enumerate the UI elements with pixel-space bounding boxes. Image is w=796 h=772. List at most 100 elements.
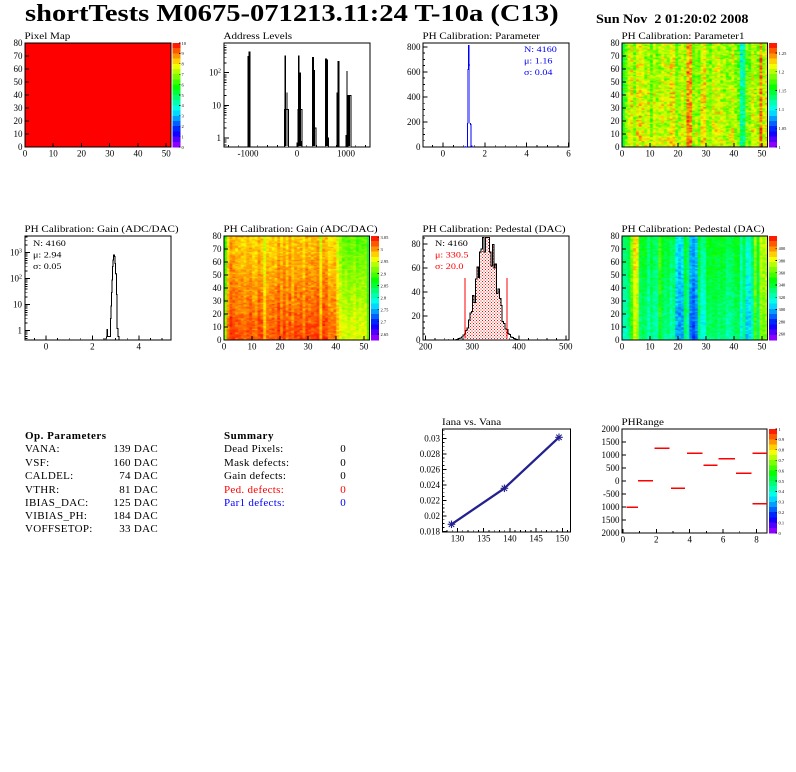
svg-text:0: 0 [222,342,227,352]
svg-text:10: 10 [611,129,621,139]
svg-text:20: 20 [14,116,24,126]
svg-text:PH Calibration: Gain (ADC/DAC): PH Calibration: Gain (ADC/DAC) [25,225,179,235]
svg-text:60: 60 [14,64,24,74]
svg-text:PHRange: PHRange [622,418,665,428]
svg-text:40: 40 [14,90,24,100]
svg-text:0: 0 [23,149,28,159]
svg-text:2.85: 2.85 [381,283,390,288]
svg-text:8: 8 [754,535,759,545]
svg-text:PH Calibration: Pedestal (DAC): PH Calibration: Pedestal (DAC) [423,225,566,235]
svg-text:0.4: 0.4 [779,489,785,494]
svg-text:10: 10 [645,342,655,352]
svg-text:60: 60 [412,263,422,273]
svg-text:2.95: 2.95 [381,259,390,264]
svg-text:μ: 330.5: μ: 330.5 [435,251,469,260]
svg-text:σ: 20.0: σ: 20.0 [435,263,464,272]
svg-text:150: 150 [556,534,570,544]
svg-text:Address Levels: Address Levels [224,32,293,42]
svg-text:50: 50 [757,342,767,352]
svg-text:60: 60 [213,257,223,267]
svg-text:-1000: -1000 [238,149,259,159]
svg-text:10: 10 [611,322,621,332]
svg-text:40: 40 [412,287,422,297]
svg-text:0.5: 0.5 [779,479,785,484]
svg-text:30: 30 [611,296,621,306]
svg-text:0: 0 [615,142,620,152]
svg-text:N: 4160: N: 4160 [33,240,66,249]
svg-text:1500: 1500 [602,515,621,525]
svg-text:70: 70 [213,244,223,254]
svg-text:N: 4160: N: 4160 [435,240,468,249]
svg-text:30: 30 [14,103,24,113]
svg-text:280: 280 [779,319,787,324]
svg-text:500: 500 [606,463,620,473]
svg-text:1500: 1500 [602,437,621,447]
svg-text:2.65: 2.65 [381,332,390,337]
svg-text:400: 400 [512,342,526,352]
svg-text:6: 6 [182,82,185,87]
svg-text:80: 80 [412,239,422,249]
svg-text:1.05: 1.05 [779,126,788,131]
svg-text:0.02: 0.02 [424,511,440,521]
svg-text:50: 50 [611,77,621,87]
svg-text:30: 30 [303,342,313,352]
svg-text:30: 30 [611,103,621,113]
svg-text:20: 20 [673,342,683,352]
svg-text:PH Calibration: Parameter: PH Calibration: Parameter [423,32,541,42]
svg-text:10: 10 [14,129,24,139]
svg-text:30: 30 [701,342,711,352]
svg-text:102: 102 [209,68,221,78]
svg-text:20: 20 [77,149,87,159]
svg-text:40: 40 [213,283,223,293]
svg-text:2: 2 [182,124,184,129]
svg-text:0: 0 [620,342,625,352]
svg-text:380: 380 [779,258,787,263]
svg-text:260: 260 [779,332,787,337]
svg-text:Iana vs. Vana: Iana vs. Vana [442,418,502,428]
svg-text:1: 1 [18,326,23,336]
svg-text:10: 10 [49,149,59,159]
svg-text:40: 40 [729,149,739,159]
svg-text:20: 20 [673,149,683,159]
svg-text:2000: 2000 [602,528,621,538]
svg-text:50: 50 [14,77,24,87]
svg-text:1: 1 [182,134,184,139]
svg-text:0: 0 [615,335,620,345]
svg-text:145: 145 [529,534,543,544]
svg-text:400: 400 [779,246,787,251]
svg-text:10: 10 [645,149,655,159]
svg-text:1.2: 1.2 [779,70,785,75]
svg-text:0: 0 [416,142,421,152]
svg-text:20: 20 [611,116,621,126]
svg-text:0.03: 0.03 [424,434,440,444]
svg-text:50: 50 [359,342,369,352]
svg-text:80: 80 [611,38,621,48]
svg-text:0: 0 [441,149,446,159]
svg-text:4: 4 [182,103,185,108]
svg-text:6: 6 [721,535,726,545]
svg-text:2.9: 2.9 [381,271,387,276]
svg-text:135: 135 [477,534,491,544]
svg-text:30: 30 [105,149,115,159]
svg-text:10: 10 [212,100,222,110]
svg-text:50: 50 [213,270,223,280]
svg-text:0.8: 0.8 [779,448,785,453]
svg-text:60: 60 [611,64,621,74]
svg-text:1000: 1000 [602,502,621,512]
svg-text:PH Calibration: Gain (ADC/DAC): PH Calibration: Gain (ADC/DAC) [224,225,378,235]
svg-text:μ: 1.16: μ: 1.16 [524,57,553,66]
svg-text:40: 40 [611,283,621,293]
svg-text:40: 40 [133,149,143,159]
svg-text:0.018: 0.018 [420,526,441,536]
svg-text:10: 10 [213,322,223,332]
svg-text:60: 60 [611,257,621,267]
svg-text:400: 400 [407,92,421,102]
svg-text:0.026: 0.026 [420,464,441,474]
svg-text:σ: 0.05: σ: 0.05 [33,263,62,272]
svg-text:PH Calibration: Parameter1: PH Calibration: Parameter1 [622,32,745,42]
svg-text:20: 20 [213,309,223,319]
svg-text:20: 20 [412,311,422,321]
svg-text:2: 2 [654,535,659,545]
svg-text:0.9: 0.9 [779,437,785,442]
svg-text:80: 80 [611,231,621,241]
